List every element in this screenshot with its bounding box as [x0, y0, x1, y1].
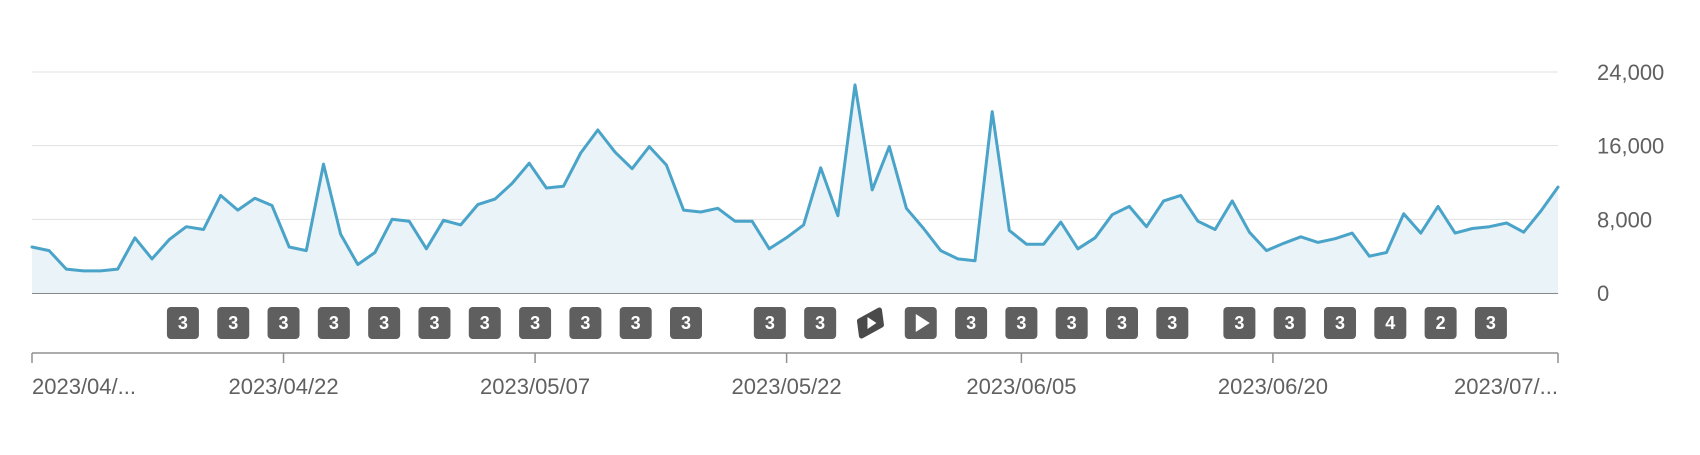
badge-box — [569, 307, 602, 339]
badge-count: 4 — [1385, 313, 1395, 333]
badge-count: 3 — [379, 313, 389, 333]
badge-box — [619, 307, 652, 339]
upload-count-badge: 3 — [804, 307, 837, 339]
y-tick-label: 16,000 — [1597, 134, 1664, 159]
upload-count-badge: 3 — [670, 307, 702, 339]
upload-count-badge: 3 — [418, 307, 451, 339]
video-badge — [904, 307, 937, 339]
badge-count: 3 — [329, 313, 339, 333]
badge-count: 3 — [1167, 313, 1177, 333]
badge-count: 2 — [1436, 313, 1446, 333]
badge-box — [804, 307, 837, 339]
upload-count-badge: 3 — [619, 307, 652, 339]
badge-count: 3 — [228, 313, 238, 333]
badge-count: 3 — [1335, 313, 1345, 333]
badge-box — [955, 307, 988, 339]
upload-count-badge: 3 — [519, 307, 552, 339]
x-tick-label: 2023/06/05 — [966, 374, 1076, 399]
upload-count-badge: 3 — [1005, 307, 1038, 339]
badge-box — [1223, 307, 1256, 339]
badge-box — [753, 307, 786, 339]
badge-box — [368, 307, 401, 339]
series-line — [30, 83, 1560, 273]
upload-count-badge: 3 — [753, 307, 786, 339]
badge-count: 3 — [1016, 313, 1026, 333]
upload-count-badge: 3 — [1223, 307, 1256, 339]
upload-count-badge: 3 — [1273, 307, 1306, 339]
upload-count-badge: 3 — [317, 307, 350, 339]
badge-count: 3 — [429, 313, 439, 333]
badge-box — [166, 307, 199, 339]
x-tick-label: 2023/05/22 — [732, 374, 842, 399]
x-tick-label: 2023/04/22 — [228, 374, 338, 399]
badge-box — [1156, 307, 1189, 339]
upload-count-badge: 3 — [1474, 307, 1507, 339]
badge-box — [1106, 307, 1138, 339]
y-tick-label: 0 — [1597, 281, 1609, 306]
series-area — [32, 84, 1558, 294]
upload-count-badge: 3 — [468, 307, 501, 339]
y-axis: 0 8,000 16,000 24,000 — [1597, 60, 1664, 306]
upload-count-badge: 3 — [569, 307, 602, 339]
badge-count: 3 — [765, 313, 775, 333]
badge-box — [519, 307, 552, 339]
marker-row: 3 3 3 3 3 3 3 3 3 3 3 3 3 3 3 3 3 3 3 3 3 4 2 3 — [166, 307, 1507, 339]
badge-count: 3 — [1486, 313, 1496, 333]
upload-count-badge: 3 — [1106, 307, 1138, 339]
upload-count-badge: 4 — [1374, 307, 1407, 339]
play-icon — [915, 314, 930, 332]
x-axis: 2023/04/... 2023/04/22 2023/05/07 2023/05/2… — [31, 352, 1559, 399]
badge-box — [1005, 307, 1038, 339]
badge-box — [1424, 307, 1457, 339]
upload-count-badge: 2 — [1424, 307, 1457, 339]
badge-box — [1474, 307, 1507, 339]
x-tick-label: 2023/06/20 — [1218, 374, 1328, 399]
badge-box — [1273, 307, 1306, 339]
badge-count: 3 — [815, 313, 825, 333]
upload-count-badge: 3 — [166, 307, 199, 339]
badge-count: 3 — [580, 313, 590, 333]
upload-count-badge: 3 — [217, 307, 250, 339]
upload-count-badge: 3 — [1055, 307, 1088, 339]
upload-count-badge: 3 — [368, 307, 401, 339]
y-tick-label: 24,000 — [1597, 60, 1664, 85]
badge-box — [317, 307, 350, 339]
x-tick-label: 2023/07/... — [1454, 374, 1558, 399]
upload-count-badge: 3 — [1324, 307, 1356, 339]
badge-count: 3 — [681, 313, 691, 333]
line-layer — [30, 83, 1560, 273]
badge-count: 3 — [966, 313, 976, 333]
badge-box — [418, 307, 451, 339]
y-tick-label: 8,000 — [1597, 207, 1652, 232]
upload-count-badge: 3 — [1156, 307, 1189, 339]
badge-count: 3 — [530, 313, 540, 333]
badge-box — [1055, 307, 1088, 339]
upload-count-badge: 3 — [267, 307, 300, 339]
upload-count-badge: 3 — [955, 307, 988, 339]
shorts-badge — [856, 307, 884, 339]
badge-count: 3 — [1234, 313, 1244, 333]
badge-count: 3 — [178, 313, 188, 333]
badge-box — [670, 307, 702, 339]
badge-count: 3 — [1285, 313, 1295, 333]
badge-count: 3 — [1117, 313, 1127, 333]
badge-box — [267, 307, 300, 339]
badge-count: 3 — [279, 313, 289, 333]
x-tick-label: 2023/04/... — [32, 374, 136, 399]
x-tick-label: 2023/05/07 — [480, 374, 590, 399]
shorts-play-glyph — [867, 317, 877, 329]
badge-count: 3 — [480, 313, 490, 333]
badge-box — [468, 307, 501, 339]
badge-box — [1374, 307, 1407, 339]
area-layer — [32, 84, 1558, 294]
badge-box — [217, 307, 250, 339]
badge-box — [1324, 307, 1356, 339]
badge-count: 3 — [631, 313, 641, 333]
badge-count: 3 — [1067, 313, 1077, 333]
